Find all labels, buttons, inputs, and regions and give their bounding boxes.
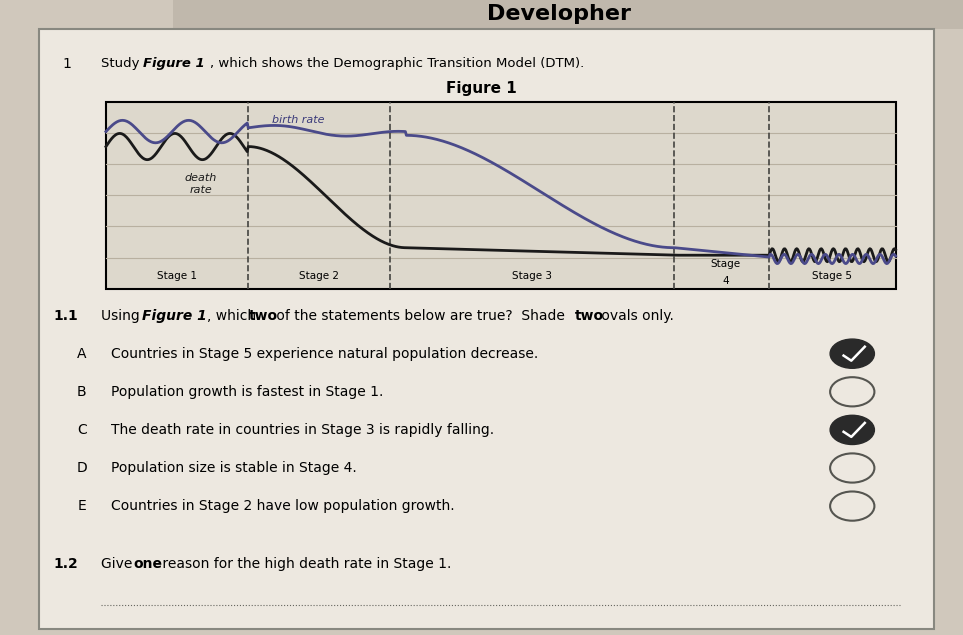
Text: D: D	[76, 461, 88, 475]
Text: of the statements below are true?  Shade: of the statements below are true? Shade	[272, 309, 569, 323]
FancyBboxPatch shape	[39, 29, 934, 629]
Text: two: two	[248, 309, 277, 323]
Text: Countries in Stage 5 experience natural population decrease.: Countries in Stage 5 experience natural …	[111, 347, 538, 361]
Text: Stage 3: Stage 3	[512, 271, 553, 281]
Text: B: B	[77, 385, 87, 399]
Text: Figure 1: Figure 1	[446, 81, 517, 97]
Text: Figure 1: Figure 1	[142, 309, 206, 323]
Text: 1: 1	[63, 57, 71, 70]
Text: , which shows the Demographic Transition Model (DTM).: , which shows the Demographic Transition…	[210, 57, 585, 70]
Text: Population size is stable in Stage 4.: Population size is stable in Stage 4.	[111, 461, 356, 475]
Text: two: two	[575, 309, 604, 323]
Text: ovals only.: ovals only.	[597, 309, 674, 323]
Text: C: C	[77, 423, 87, 437]
Circle shape	[830, 339, 874, 368]
Text: Using: Using	[101, 309, 144, 323]
Circle shape	[830, 415, 874, 444]
Text: Stage 1: Stage 1	[157, 271, 197, 281]
Text: death
rate: death rate	[185, 173, 217, 195]
Text: The death rate in countries in Stage 3 is rapidly falling.: The death rate in countries in Stage 3 i…	[111, 423, 494, 437]
Text: , which: , which	[207, 309, 261, 323]
Text: Stage 5: Stage 5	[813, 271, 852, 281]
Text: A: A	[77, 347, 87, 361]
FancyBboxPatch shape	[106, 102, 896, 289]
Text: 1.2: 1.2	[53, 557, 78, 571]
Text: 4: 4	[722, 276, 729, 286]
Text: birth rate: birth rate	[272, 116, 325, 125]
Text: Give: Give	[101, 557, 137, 571]
Text: E: E	[77, 499, 87, 513]
Text: Population growth is fastest in Stage 1.: Population growth is fastest in Stage 1.	[111, 385, 383, 399]
Text: Study: Study	[101, 57, 143, 70]
Text: Stage 2: Stage 2	[299, 271, 339, 281]
Text: Figure 1: Figure 1	[143, 57, 204, 70]
Text: one: one	[133, 557, 162, 571]
FancyBboxPatch shape	[173, 0, 963, 29]
Text: Developher: Developher	[486, 4, 631, 24]
Text: 1.1: 1.1	[53, 309, 78, 323]
Text: reason for the high death rate in Stage 1.: reason for the high death rate in Stage …	[158, 557, 452, 571]
Text: Countries in Stage 2 have low population growth.: Countries in Stage 2 have low population…	[111, 499, 455, 513]
Text: Stage: Stage	[711, 259, 741, 269]
